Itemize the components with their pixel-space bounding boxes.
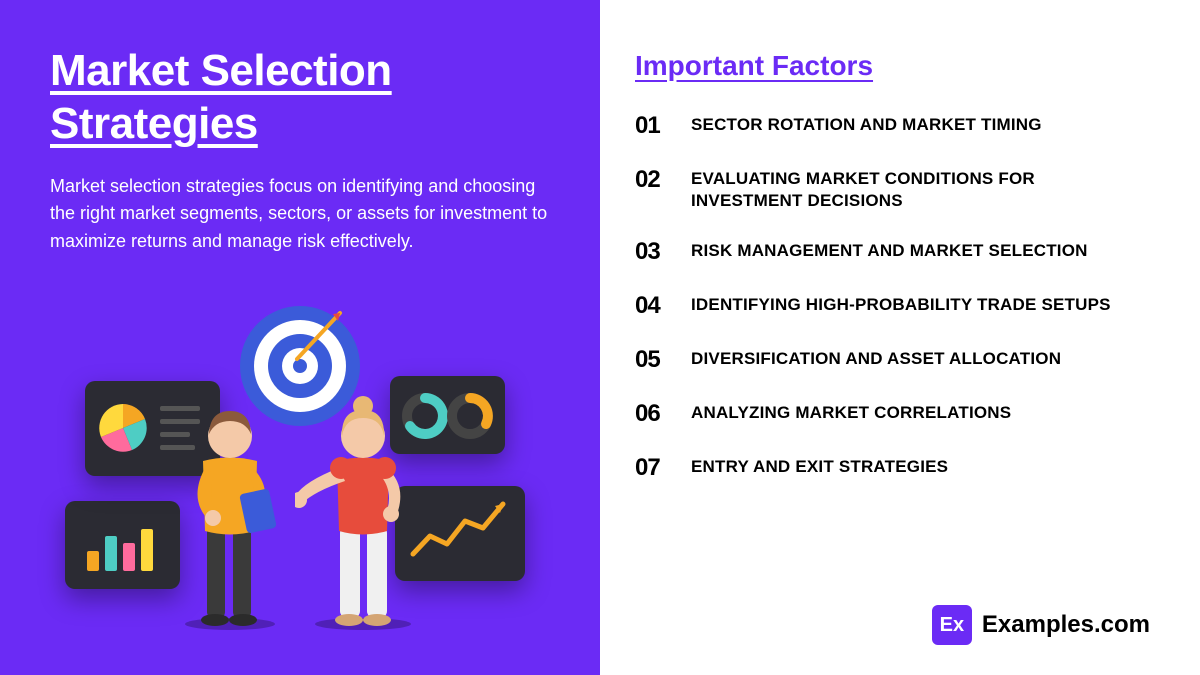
factor-item: 06 ANALYZING MARKET CORRELATIONS — [635, 400, 1150, 428]
factor-item: 03 RISK MANAGEMENT AND MARKET SELECTION — [635, 238, 1150, 266]
factor-item: 07 ENTRY AND EXIT STRATEGIES — [635, 454, 1150, 482]
factor-item: 04 IDENTIFYING HIGH-PROBABILITY TRADE SE… — [635, 292, 1150, 320]
bar-chart-card — [65, 501, 180, 589]
factors-heading: Important Factors — [635, 50, 1150, 82]
factor-num: 06 — [635, 400, 673, 428]
scene — [60, 301, 540, 631]
factor-text: ENTRY AND EXIT STRATEGIES — [691, 454, 948, 478]
description: Market selection strategies focus on ide… — [50, 173, 550, 257]
factor-list: 01 SECTOR ROTATION AND MARKET TIMING 02 … — [635, 112, 1150, 590]
brand-name: Examples.com — [982, 611, 1150, 639]
person-woman-icon — [295, 386, 435, 631]
factor-text: SECTOR ROTATION AND MARKET TIMING — [691, 112, 1042, 136]
right-panel: Important Factors 01 SECTOR ROTATION AND… — [600, 0, 1200, 675]
person-man-icon — [165, 386, 295, 631]
factor-item: 02 EVALUATING MARKET CONDITIONS FOR INVE… — [635, 166, 1150, 212]
left-panel: Market Selection Strategies Market selec… — [0, 0, 600, 675]
brand-area: Ex Examples.com — [635, 605, 1150, 645]
factor-item: 01 SECTOR ROTATION AND MARKET TIMING — [635, 112, 1150, 140]
factor-num: 07 — [635, 454, 673, 482]
brand-icon-text: Ex — [940, 614, 964, 637]
factor-text: IDENTIFYING HIGH-PROBABILITY TRADE SETUP… — [691, 292, 1111, 316]
factor-num: 05 — [635, 346, 673, 374]
factor-text: ANALYZING MARKET CORRELATIONS — [691, 400, 1011, 424]
factor-num: 02 — [635, 166, 673, 194]
factor-num: 01 — [635, 112, 673, 140]
brand-logo-icon: Ex — [932, 605, 972, 645]
bar-chart-icon — [65, 501, 180, 589]
factor-num: 03 — [635, 238, 673, 266]
factor-text: RISK MANAGEMENT AND MARKET SELECTION — [691, 238, 1088, 262]
arrow-icon — [285, 301, 355, 371]
illustration-area — [50, 276, 550, 655]
factor-item: 05 DIVERSIFICATION AND ASSET ALLOCATION — [635, 346, 1150, 374]
main-title: Market Selection Strategies — [50, 45, 550, 151]
factor-text: DIVERSIFICATION AND ASSET ALLOCATION — [691, 346, 1061, 370]
factor-num: 04 — [635, 292, 673, 320]
factor-text: EVALUATING MARKET CONDITIONS FOR INVESTM… — [691, 166, 1150, 212]
